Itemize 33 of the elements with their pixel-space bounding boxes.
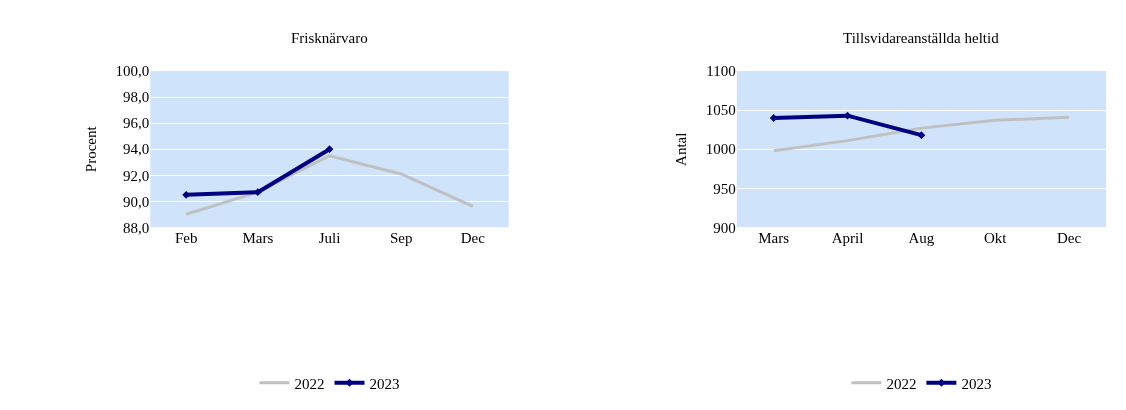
legend-label: 2023: [369, 375, 400, 392]
y-tick-label: 94,0: [123, 141, 150, 158]
x-tick-label: Aug: [908, 230, 935, 247]
x-tick-label: Mars: [242, 230, 274, 247]
legend-label: 2023: [961, 375, 992, 392]
legend-label: 2022: [886, 375, 917, 392]
y-tick-label: 96,0: [123, 115, 150, 132]
x-tick-label: Mars: [758, 230, 790, 247]
y-tick-label: 950: [713, 180, 736, 197]
x-tick-label: Okt: [983, 230, 1008, 247]
x-tick-label: April: [831, 230, 864, 247]
x-tick-label: Juli: [318, 230, 341, 247]
point: [917, 131, 926, 140]
y-tick-label: 1000: [705, 141, 736, 158]
x-tick-label: Feb: [174, 230, 198, 247]
y-tick-label: 92,0: [123, 167, 150, 184]
x-tick-label: Dec: [460, 230, 486, 247]
y-tick-label: 98,0: [123, 89, 150, 106]
chart-title: Tillsvidareanställda heltid: [843, 30, 1000, 46]
legend-label: 2022: [294, 375, 325, 392]
y-tick-label: 90,0: [123, 193, 150, 210]
y-tick-label: 1050: [705, 102, 736, 119]
y-axis-title: Antal: [673, 132, 690, 166]
y-axis-title: Procent: [82, 125, 99, 173]
chart-title: Frisknärvaro: [291, 30, 368, 46]
y-tick-label: 900: [713, 219, 736, 236]
y-tick-label: 1100: [706, 63, 736, 80]
y-tick-label: 100,0: [115, 63, 150, 80]
y-tick-label: 88,0: [123, 219, 150, 236]
x-tick-label: Dec: [1057, 230, 1082, 247]
line-series: [772, 115, 1071, 153]
x-tick-label: Sep: [389, 230, 413, 247]
point: [325, 145, 334, 154]
